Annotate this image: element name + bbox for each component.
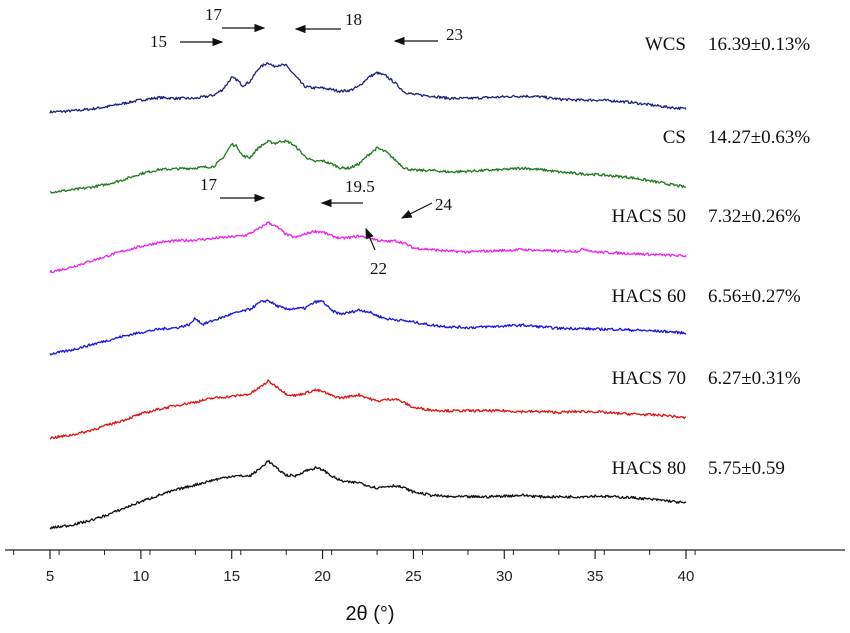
series-name-label: CS: [663, 127, 686, 148]
peak-arrow: [365, 227, 376, 251]
x-tick-label: 10: [133, 568, 150, 585]
x-tick-label: 15: [223, 568, 240, 585]
x-tick-label: 20: [314, 568, 331, 585]
crystallinity-label: 16.39±0.13%: [708, 34, 810, 55]
peak-label: 15: [150, 32, 167, 51]
series-line-hacs-80: [49, 459, 687, 530]
series-labels-layer: WCS 16.39±0.13% CS 14.27±0.63% HACS 50 7.32±0…: [612, 34, 811, 479]
series-layer: [49, 62, 687, 530]
peak-label: 17: [200, 175, 218, 194]
peak-label: 19.5: [345, 177, 375, 196]
crystallinity-label: 14.27±0.63%: [708, 127, 810, 148]
x-axis-title: 2θ (°): [345, 603, 394, 625]
x-tick-label: 30: [496, 568, 513, 585]
peak-label: 23: [446, 25, 463, 44]
series-line-cs: [49, 139, 687, 194]
series-name-label: HACS 60: [612, 286, 686, 307]
series-line-hacs-50: [49, 221, 687, 274]
crystallinity-label: 7.32±0.26%: [708, 206, 801, 227]
peak-arrow: [400, 202, 433, 219]
x-tick-label: 5: [46, 568, 54, 585]
crystallinity-label: 5.75±0.59: [708, 458, 785, 479]
peak-label: 18: [345, 10, 362, 29]
peak-label: 17: [205, 5, 223, 24]
series-name-label: HACS 50: [612, 206, 686, 227]
peak-annotations-layer: 15 17 18 23 17 19.5 24 22: [150, 5, 463, 278]
series-name-label: WCS: [645, 34, 686, 55]
series-line-wcs: [49, 62, 687, 114]
peak-label: 24: [435, 195, 453, 214]
x-tick-label: 40: [678, 568, 695, 585]
series-name-label: HACS 70: [612, 368, 686, 389]
series-line-hacs-70: [49, 379, 687, 440]
crystallinity-label: 6.56±0.27%: [708, 286, 801, 307]
crystallinity-label: 6.27±0.31%: [708, 368, 801, 389]
x-tick-label: 25: [405, 568, 422, 585]
series-line-hacs-60: [49, 299, 687, 356]
peak-label: 22: [370, 259, 387, 278]
x-axis: 5 10 15 20 25 30 35 40: [5, 549, 845, 585]
series-name-label: HACS 80: [612, 458, 686, 479]
x-tick-label: 35: [587, 568, 604, 585]
